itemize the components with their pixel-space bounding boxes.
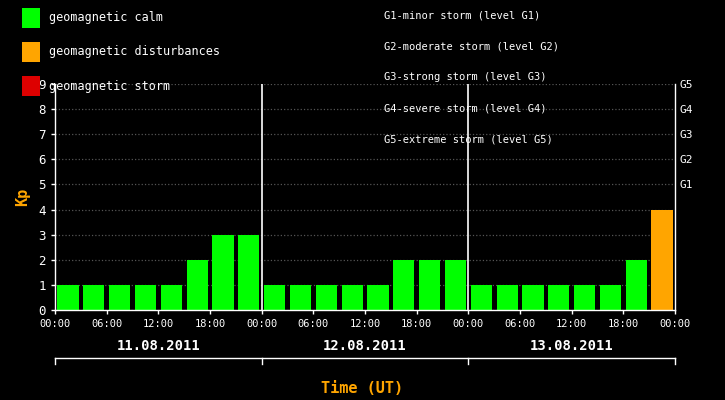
- Text: G3-strong storm (level G3): G3-strong storm (level G3): [384, 72, 547, 82]
- Bar: [471, 285, 492, 310]
- Bar: [652, 210, 673, 310]
- Bar: [239, 235, 260, 310]
- Text: G1-minor storm (level G1): G1-minor storm (level G1): [384, 10, 541, 20]
- Text: geomagnetic disturbances: geomagnetic disturbances: [49, 46, 220, 58]
- Text: 11.08.2011: 11.08.2011: [117, 339, 200, 353]
- Bar: [161, 285, 182, 310]
- Bar: [264, 285, 285, 310]
- Bar: [626, 260, 647, 310]
- Bar: [393, 260, 415, 310]
- Text: 12.08.2011: 12.08.2011: [323, 339, 407, 353]
- Bar: [497, 285, 518, 310]
- Text: G5-extreme storm (level G5): G5-extreme storm (level G5): [384, 135, 553, 145]
- Bar: [57, 285, 78, 310]
- Text: 13.08.2011: 13.08.2011: [530, 339, 613, 353]
- Bar: [574, 285, 595, 310]
- Text: geomagnetic storm: geomagnetic storm: [49, 80, 170, 92]
- Bar: [212, 235, 233, 310]
- Bar: [135, 285, 156, 310]
- Bar: [315, 285, 337, 310]
- Bar: [341, 285, 362, 310]
- Bar: [290, 285, 311, 310]
- Bar: [83, 285, 104, 310]
- Y-axis label: Kp: Kp: [15, 188, 30, 206]
- Bar: [445, 260, 466, 310]
- Bar: [522, 285, 544, 310]
- Text: G2-moderate storm (level G2): G2-moderate storm (level G2): [384, 41, 559, 51]
- Bar: [186, 260, 208, 310]
- Text: Time (UT): Time (UT): [321, 381, 404, 396]
- Bar: [600, 285, 621, 310]
- Bar: [548, 285, 569, 310]
- Text: G4-severe storm (level G4): G4-severe storm (level G4): [384, 104, 547, 114]
- Text: geomagnetic calm: geomagnetic calm: [49, 12, 162, 24]
- Bar: [419, 260, 440, 310]
- Bar: [109, 285, 130, 310]
- Bar: [368, 285, 389, 310]
